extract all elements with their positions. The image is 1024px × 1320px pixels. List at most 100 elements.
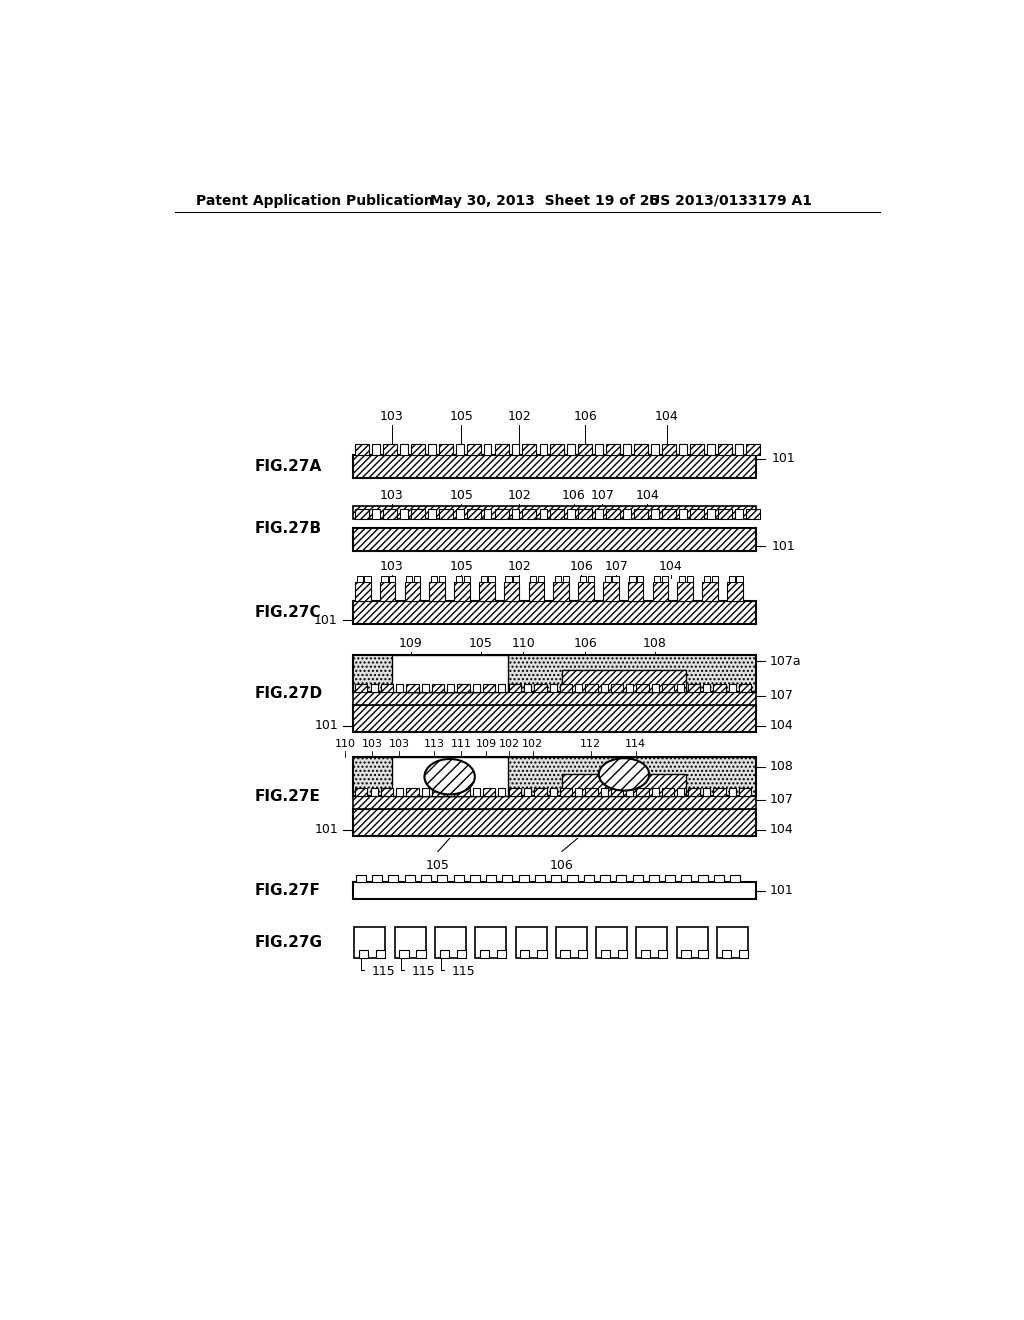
Bar: [435, 927, 466, 958]
Bar: [355, 788, 368, 796]
Bar: [586, 684, 598, 692]
Bar: [540, 444, 547, 455]
Bar: [550, 508, 564, 519]
Text: 112: 112: [581, 739, 601, 748]
Bar: [703, 684, 710, 692]
Bar: [652, 582, 669, 601]
Bar: [729, 684, 735, 692]
Bar: [712, 576, 718, 582]
Bar: [729, 576, 735, 582]
Bar: [447, 788, 455, 796]
Bar: [702, 582, 718, 601]
Bar: [678, 684, 684, 692]
Bar: [381, 788, 393, 796]
Text: 105: 105: [426, 859, 450, 871]
Text: 111: 111: [451, 739, 472, 748]
Bar: [722, 950, 731, 958]
Bar: [677, 927, 708, 958]
Bar: [690, 508, 703, 519]
Bar: [503, 875, 512, 882]
Bar: [578, 950, 587, 958]
Bar: [352, 601, 756, 624]
Bar: [735, 508, 742, 519]
Bar: [687, 788, 700, 796]
Bar: [504, 582, 519, 601]
Bar: [513, 576, 519, 582]
Bar: [727, 582, 742, 601]
Bar: [400, 444, 408, 455]
Bar: [473, 788, 480, 796]
Bar: [352, 882, 756, 899]
Bar: [560, 684, 572, 692]
Bar: [535, 875, 545, 882]
Bar: [404, 582, 420, 601]
Bar: [617, 950, 627, 958]
Bar: [535, 684, 547, 692]
Bar: [383, 444, 397, 455]
Bar: [483, 788, 496, 796]
Bar: [634, 444, 648, 455]
Bar: [473, 684, 480, 692]
Bar: [439, 950, 449, 958]
Text: 101: 101: [771, 453, 795, 465]
Bar: [718, 444, 732, 455]
Bar: [575, 788, 583, 796]
Bar: [579, 582, 594, 601]
Bar: [480, 950, 489, 958]
Bar: [520, 950, 529, 958]
Bar: [579, 508, 592, 519]
Bar: [652, 684, 658, 692]
Bar: [428, 508, 435, 519]
Bar: [586, 788, 598, 796]
Bar: [679, 576, 685, 582]
Text: 101: 101: [315, 719, 339, 733]
Text: 107: 107: [604, 560, 628, 573]
Bar: [458, 788, 470, 796]
Text: 107: 107: [770, 793, 794, 807]
Bar: [455, 582, 470, 601]
Text: 106: 106: [569, 560, 593, 573]
Text: FIG.27B: FIG.27B: [254, 521, 322, 536]
Text: 114: 114: [625, 739, 646, 748]
Bar: [540, 508, 547, 519]
Text: 101: 101: [313, 614, 337, 627]
Bar: [707, 508, 715, 519]
Bar: [738, 950, 748, 958]
Bar: [512, 508, 519, 519]
Bar: [488, 576, 495, 582]
Bar: [352, 455, 756, 478]
Bar: [697, 875, 708, 882]
Bar: [717, 927, 748, 958]
Bar: [714, 875, 724, 882]
Bar: [518, 875, 528, 882]
Bar: [447, 684, 455, 692]
Bar: [499, 684, 506, 692]
Bar: [679, 508, 687, 519]
Bar: [662, 444, 676, 455]
Bar: [658, 950, 668, 958]
Bar: [636, 788, 649, 796]
Bar: [562, 775, 686, 796]
Bar: [355, 684, 368, 692]
Bar: [394, 927, 426, 958]
Bar: [422, 684, 429, 692]
Bar: [538, 576, 544, 582]
Bar: [580, 576, 586, 582]
Text: FIG.27C: FIG.27C: [254, 605, 321, 620]
Bar: [371, 684, 378, 692]
Bar: [611, 684, 624, 692]
Text: Patent Application Publication: Patent Application Publication: [197, 194, 434, 207]
Bar: [515, 927, 547, 958]
Bar: [438, 508, 453, 519]
Bar: [372, 508, 380, 519]
Bar: [399, 950, 409, 958]
Bar: [651, 508, 658, 519]
Text: 102: 102: [508, 409, 531, 422]
Text: FIG.27E: FIG.27E: [254, 789, 321, 804]
Bar: [604, 576, 611, 582]
Bar: [665, 875, 675, 882]
Bar: [575, 684, 583, 692]
Bar: [352, 692, 756, 705]
Bar: [601, 950, 610, 958]
Bar: [627, 684, 633, 692]
